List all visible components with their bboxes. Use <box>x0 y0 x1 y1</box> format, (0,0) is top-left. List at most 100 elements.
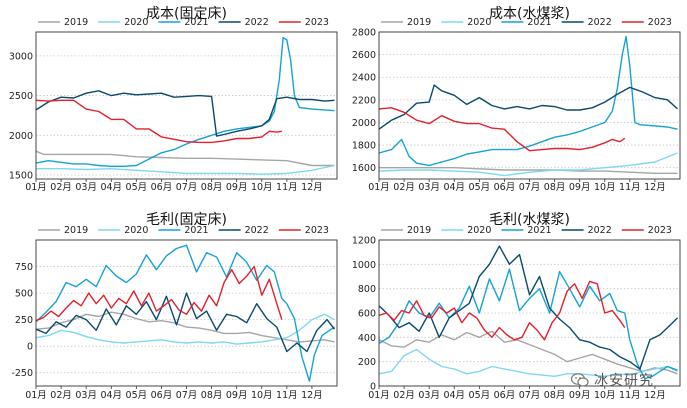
y-tick-label: 1500 <box>9 171 33 182</box>
y-tick-label: 750 <box>15 262 33 273</box>
x-tick-label: 02月 <box>50 390 72 401</box>
x-tick-label: 08月 <box>201 182 223 193</box>
chart-title: 毛利(水煤浆) <box>489 212 570 228</box>
series-line-2019 <box>35 311 335 343</box>
x-tick-label: 09月 <box>569 390 591 401</box>
series-line-2021 <box>378 35 678 167</box>
legend-label-2022: 2022 <box>588 225 612 236</box>
legend-label-2022: 2022 <box>245 17 269 28</box>
legend-label-2020: 2020 <box>467 17 491 28</box>
x-tick-label: 01月 <box>25 390 47 401</box>
x-tick-label: 05月 <box>126 182 148 193</box>
series-line-2019 <box>35 150 335 167</box>
chart-panel-2: 成本(水煤浆) 2019 2020 2021 2022 2023 1600 1800 2000 2… <box>352 6 681 193</box>
series-line-2020 <box>378 152 678 177</box>
legend-label-2021: 2021 <box>527 225 551 236</box>
x-tick-label: 04月 <box>443 182 465 193</box>
series-line-2023 <box>378 107 626 152</box>
y-tick-label: 2000 <box>352 118 376 129</box>
legend-label-2019: 2019 <box>407 17 431 28</box>
series-line-2022 <box>378 245 678 370</box>
legend-label-2023: 2023 <box>305 17 329 28</box>
chart-title: 成本(水煤浆) <box>489 6 570 22</box>
series-line-2021 <box>35 36 335 168</box>
series-line-2020 <box>378 348 678 377</box>
x-tick-label: 03月 <box>418 390 440 401</box>
series-line-2019 <box>378 330 678 375</box>
x-tick-label: 07月 <box>519 390 541 401</box>
legend-label-2019: 2019 <box>64 225 88 236</box>
y-tick-label: 2200 <box>352 95 376 106</box>
x-tick-label: 09月 <box>226 390 248 401</box>
x-tick-label: 10月 <box>594 390 616 401</box>
y-tick-label: 2000 <box>9 131 33 142</box>
y-tick-label: 500 <box>15 289 33 300</box>
legend-label-2022: 2022 <box>588 17 612 28</box>
x-tick-label: 03月 <box>418 182 440 193</box>
x-tick-label: 05月 <box>469 390 491 401</box>
x-tick-label: 08月 <box>544 390 566 401</box>
x-tick-label: 08月 <box>201 390 223 401</box>
series-line-2020 <box>36 164 335 175</box>
x-tick-label: 03月 <box>75 182 97 193</box>
y-tick-label: 2500 <box>9 91 33 102</box>
y-tick-label: 800 <box>358 284 376 295</box>
x-tick-label: 09月 <box>226 182 248 193</box>
x-tick-label: 12月 <box>644 390 666 401</box>
series-line-2021 <box>378 268 678 380</box>
y-tick-label: 200 <box>358 357 376 368</box>
x-tick-label: 06月 <box>494 390 516 401</box>
x-tick-label: 06月 <box>151 182 173 193</box>
series-line-2022 <box>35 90 335 137</box>
x-tick-label: 05月 <box>469 182 491 193</box>
x-tick-label: 02月 <box>393 390 415 401</box>
series-line-2023 <box>35 99 282 144</box>
x-tick-label: 07月 <box>176 390 198 401</box>
legend-label-2021: 2021 <box>527 17 551 28</box>
y-tick-label: 400 <box>358 333 376 344</box>
y-tick-label: 1800 <box>352 141 376 152</box>
legend-label-2021: 2021 <box>184 17 208 28</box>
x-tick-label: 04月 <box>100 182 122 193</box>
watermark-text: 冰安研究 <box>594 373 654 389</box>
y-tick-label: 2400 <box>352 73 376 84</box>
x-tick-label: 02月 <box>50 182 72 193</box>
legend-label-2023: 2023 <box>648 225 672 236</box>
series-line-2023 <box>35 265 283 322</box>
x-tick-label: 12月 <box>301 390 323 401</box>
legend-label-2020: 2020 <box>124 17 148 28</box>
x-tick-label: 04月 <box>100 390 122 401</box>
series-line-2022 <box>35 292 336 353</box>
y-tick-label: 1000 <box>352 260 376 271</box>
y-tick-label: 2600 <box>352 50 376 61</box>
series-line-2019 <box>379 166 678 175</box>
y-tick-label: 2800 <box>352 28 376 39</box>
legend-label-2019: 2019 <box>64 17 88 28</box>
plot-frame <box>35 239 338 387</box>
series-line-2021 <box>35 244 335 382</box>
y-tick-label: 3000 <box>9 51 33 62</box>
series-line-2020 <box>35 313 335 345</box>
plot-frame <box>378 239 681 387</box>
series-line-2023 <box>378 280 626 341</box>
x-tick-label: 09月 <box>569 182 591 193</box>
x-tick-label: 01月 <box>368 390 390 401</box>
x-tick-label: 05月 <box>126 390 148 401</box>
x-tick-label: 06月 <box>494 182 516 193</box>
y-tick-label: -250 <box>11 368 33 379</box>
x-tick-label: 10月 <box>594 182 616 193</box>
x-tick-label: 04月 <box>443 390 465 401</box>
y-tick-label: 250 <box>15 315 33 326</box>
x-tick-label: 11月 <box>276 182 298 193</box>
legend-label-2022: 2022 <box>245 225 269 236</box>
x-tick-label: 11月 <box>276 390 298 401</box>
legend-label-2020: 2020 <box>124 225 148 236</box>
plot-frame <box>35 31 338 180</box>
x-tick-label: 08月 <box>544 182 566 193</box>
x-tick-label: 01月 <box>368 182 390 193</box>
legend-label-2020: 2020 <box>467 225 491 236</box>
chart-title: 毛利(固定床) <box>146 212 227 228</box>
x-tick-label: 06月 <box>151 390 173 401</box>
x-tick-label: 03月 <box>75 390 97 401</box>
